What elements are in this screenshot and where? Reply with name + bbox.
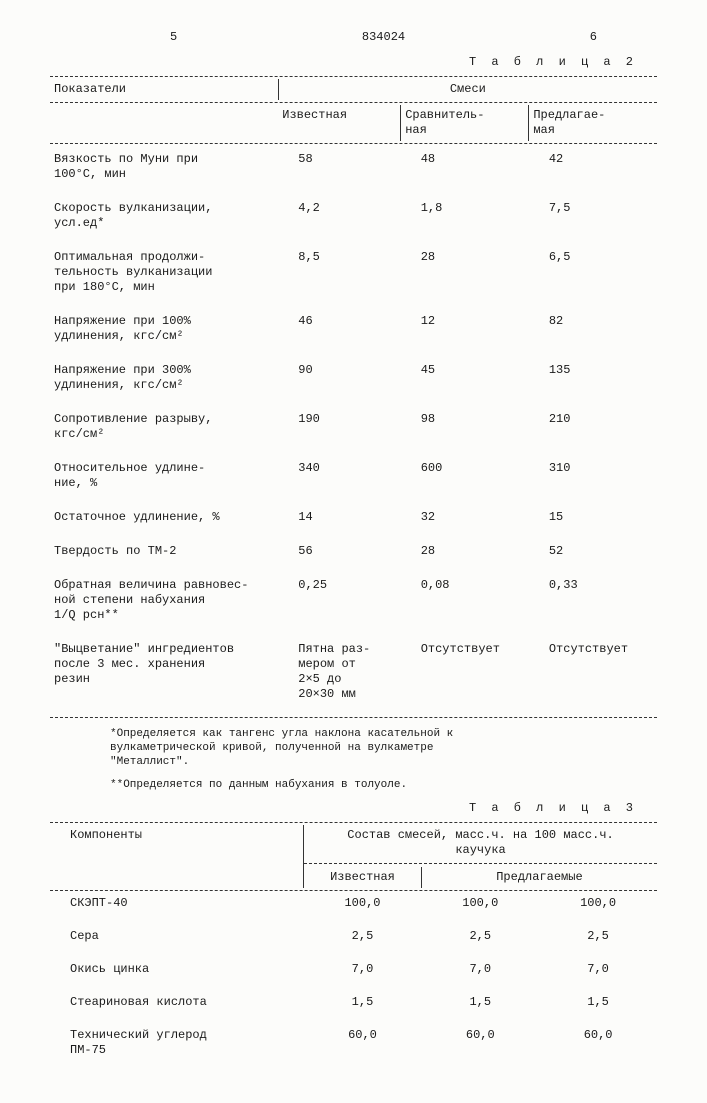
table-cell: 42: [529, 146, 657, 185]
table-cell: 45: [401, 357, 529, 396]
table-cell: 52: [529, 538, 657, 562]
table-cell: 12: [401, 308, 529, 347]
page-right: 6: [590, 30, 597, 45]
t3-col1: Известная: [304, 867, 422, 888]
table-row-label: Технический углерод ПМ-75: [50, 1025, 304, 1061]
t2-head-param: Показатели: [50, 79, 278, 100]
table-3: Компоненты Состав смесей, масс.ч. на 100…: [50, 825, 657, 1073]
table-cell: 0,08: [401, 572, 529, 626]
table-row-label: Напряжение при 300% удлинения, кгс/см²: [50, 357, 278, 396]
table-cell: 190: [278, 406, 400, 445]
table-2: Показатели Смеси Известная Сравнитель- н…: [50, 79, 657, 715]
table-cell: 600: [401, 455, 529, 494]
table-cell: 98: [401, 406, 529, 445]
table-cell: 2,5: [304, 926, 422, 947]
t2-col1: Известная: [278, 105, 400, 141]
table-cell: 6,5: [529, 244, 657, 298]
table-cell: 58: [278, 146, 400, 185]
table-row-label: Стеариновая кислота: [50, 992, 304, 1013]
rule: [50, 717, 657, 718]
t3-head-mix: Состав смесей, масс.ч. на 100 масс.ч. ка…: [304, 825, 657, 861]
table-cell: 32: [401, 504, 529, 528]
table-cell: 60,0: [304, 1025, 422, 1061]
table-cell: 1,5: [539, 992, 657, 1013]
table-row-label: Остаточное удлинение, %: [50, 504, 278, 528]
table-cell: 28: [401, 538, 529, 562]
table-cell: 14: [278, 504, 400, 528]
table-cell: 100,0: [421, 893, 539, 914]
table-row-label: Напряжение при 100% удлинения, кгс/см²: [50, 308, 278, 347]
table-cell: 100,0: [304, 893, 422, 914]
table-cell: 210: [529, 406, 657, 445]
page-numbers: 5 834024 6: [50, 30, 657, 45]
footnote-1: *Определяется как тангенс угла наклона к…: [50, 728, 657, 769]
table-cell: 46: [278, 308, 400, 347]
table-cell: 310: [529, 455, 657, 494]
table-cell: 60,0: [421, 1025, 539, 1061]
table-cell: 7,0: [421, 959, 539, 980]
table-cell: 7,5: [529, 195, 657, 234]
table-row-label: "Выцветание" ингредиентов после 3 мес. х…: [50, 636, 278, 705]
table-row-label: Относительное удлине- ние, %: [50, 455, 278, 494]
table-row-label: Твердость по ТМ-2: [50, 538, 278, 562]
table-row-label: Сопротивление разрыву, кгс/см²: [50, 406, 278, 445]
table-cell: 2,5: [421, 926, 539, 947]
table-cell: Отсутствует: [401, 636, 529, 705]
table-cell: 0,33: [529, 572, 657, 626]
table-row-label: Окись цинка: [50, 959, 304, 980]
table-cell: 60,0: [539, 1025, 657, 1061]
table-row-label: Вязкость по Муни при 100°С, мин: [50, 146, 278, 185]
t2-head-mix: Смеси: [278, 79, 657, 100]
t3-col2: Предлагаемые: [421, 867, 657, 888]
rule: [50, 76, 657, 77]
table-3-caption: Т а б л и ц а 3: [50, 801, 657, 816]
table-cell: 8,5: [278, 244, 400, 298]
table-cell: 4,2: [278, 195, 400, 234]
table-cell: 1,8: [401, 195, 529, 234]
table-2-caption: Т а б л и ц а 2: [50, 55, 657, 70]
table-cell: 1,5: [304, 992, 422, 1013]
t2-col2: Сравнитель- ная: [401, 105, 529, 141]
table-row-label: Скорость вулканизации, усл.ед*: [50, 195, 278, 234]
table-cell: 0,25: [278, 572, 400, 626]
t2-col3: Предлагае- мая: [529, 105, 657, 141]
table-cell: Отсутствует: [529, 636, 657, 705]
table-cell: Пятна раз- мером от 2×5 до 20×30 мм: [278, 636, 400, 705]
table-cell: 2,5: [539, 926, 657, 947]
table-row-label: Оптимальная продолжи- тельность вулканиз…: [50, 244, 278, 298]
rule: [50, 822, 657, 823]
table-cell: 1,5: [421, 992, 539, 1013]
table-cell: 28: [401, 244, 529, 298]
table-cell: 7,0: [304, 959, 422, 980]
table-cell: 90: [278, 357, 400, 396]
table-cell: 82: [529, 308, 657, 347]
table-cell: 15: [529, 504, 657, 528]
table-cell: 48: [401, 146, 529, 185]
table-row-label: Сера: [50, 926, 304, 947]
table-cell: 135: [529, 357, 657, 396]
table-cell: 56: [278, 538, 400, 562]
table-row-label: СКЭПТ-40: [50, 893, 304, 914]
page-left: 5: [170, 30, 177, 45]
footnote-2: **Определяется по данным набухания в тол…: [50, 779, 657, 793]
table-cell: 100,0: [539, 893, 657, 914]
table-cell: 340: [278, 455, 400, 494]
table-cell: 7,0: [539, 959, 657, 980]
t3-head-comp: Компоненты: [50, 825, 304, 861]
table-row-label: Обратная величина равновес- ной степени …: [50, 572, 278, 626]
doc-number: 834024: [362, 30, 405, 45]
